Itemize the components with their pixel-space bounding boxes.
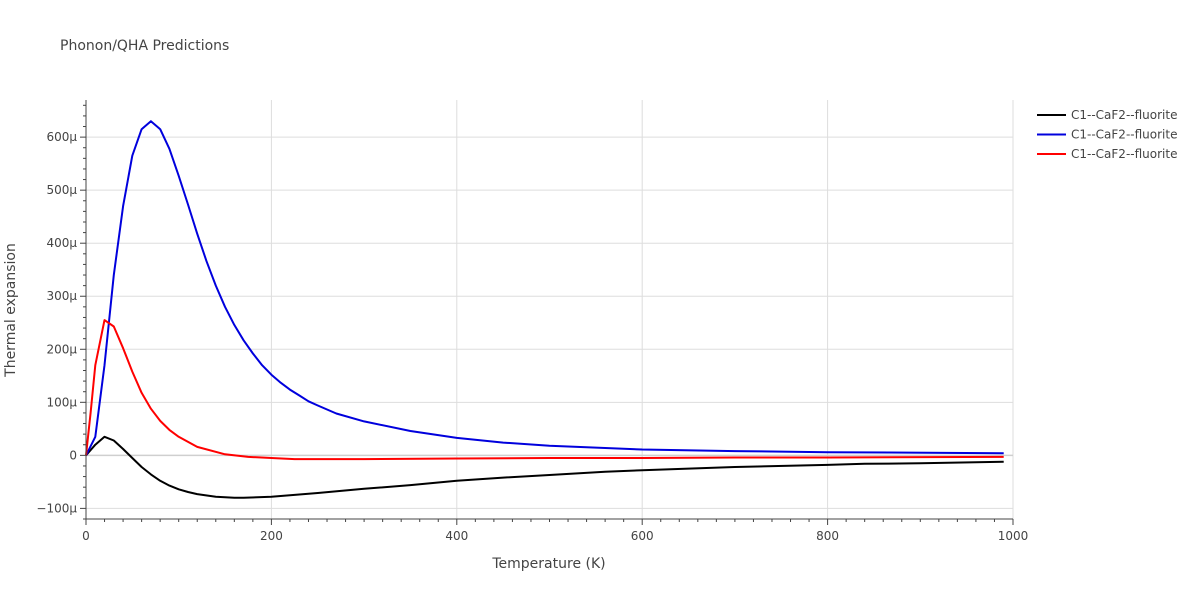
y-tick-label: 400μ [46,236,77,250]
y-tick-label: 100μ [46,395,77,409]
legend-label: C1--CaF2--fluorite [1071,128,1177,142]
series-lines [85,120,1004,499]
y-tick-label: 300μ [46,289,77,303]
series-line-1 [85,435,1004,499]
legend: C1--CaF2--fluorite C1--CaF2--fluorite C1--… [1037,108,1177,161]
series-line-3 [85,319,1004,461]
y-ticks: −100μ 0 100μ 200μ 300μ 400μ 500μ 600μ [36,104,86,520]
legend-item[interactable]: C1--CaF2--fluorite [1037,147,1177,161]
x-tick-label: 800 [816,529,839,543]
chart-title: Phonon/QHA Predictions [60,38,229,54]
legend-label: C1--CaF2--fluorite [1071,108,1177,122]
y-tick-label: 500μ [46,183,77,197]
legend-item[interactable]: C1--CaF2--fluorite [1037,108,1177,122]
x-grid [270,100,1014,519]
x-ticks: 0 200 400 600 800 1000 [82,519,1028,543]
x-tick-label: 1000 [998,529,1029,543]
series-line-2 [85,120,1004,456]
x-axis-title: Temperature (K) [491,556,605,572]
x-tick-label: 400 [445,529,468,543]
legend-label: C1--CaF2--fluorite [1071,147,1177,161]
axes [85,100,1013,520]
y-tick-label: −100μ [36,501,77,515]
x-tick-label: 600 [631,529,654,543]
y-axis-title: Thermal expansion [3,243,19,378]
x-tick-label: 200 [260,529,283,543]
y-tick-label: 200μ [46,342,77,356]
y-tick-label: 0 [69,448,77,462]
y-tick-label: 600μ [46,130,77,144]
legend-item[interactable]: C1--CaF2--fluorite [1037,128,1177,142]
x-tick-label: 0 [82,529,90,543]
